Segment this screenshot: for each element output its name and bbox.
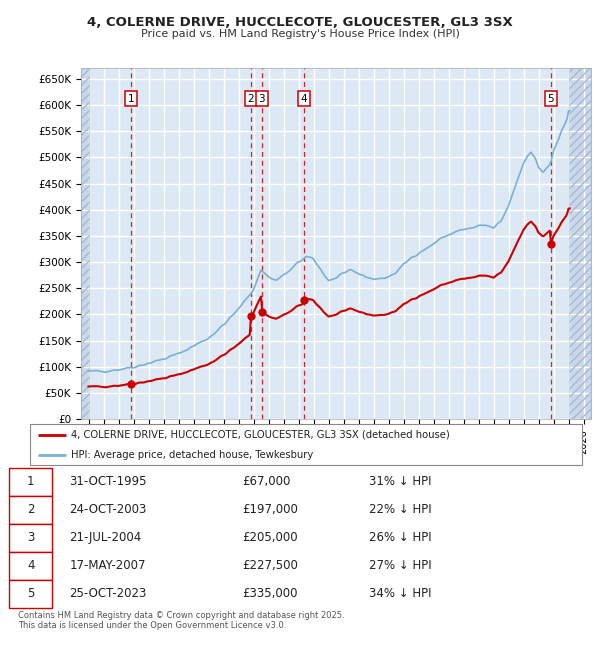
- Text: 5: 5: [547, 94, 554, 103]
- Text: 26% ↓ HPI: 26% ↓ HPI: [369, 532, 432, 544]
- Text: 5: 5: [27, 588, 34, 601]
- Text: 1: 1: [27, 475, 34, 489]
- Text: 1: 1: [128, 94, 134, 103]
- Text: £205,000: £205,000: [242, 532, 298, 544]
- Text: 2: 2: [247, 94, 254, 103]
- Text: 27% ↓ HPI: 27% ↓ HPI: [369, 559, 432, 573]
- Text: 24-OCT-2003: 24-OCT-2003: [70, 503, 147, 516]
- Text: 2: 2: [27, 503, 34, 516]
- Text: 17-MAY-2007: 17-MAY-2007: [70, 559, 146, 573]
- FancyBboxPatch shape: [30, 424, 582, 465]
- FancyBboxPatch shape: [9, 524, 52, 552]
- Text: 34% ↓ HPI: 34% ↓ HPI: [369, 588, 431, 601]
- Text: 21-JUL-2004: 21-JUL-2004: [70, 532, 142, 544]
- Text: 4, COLERNE DRIVE, HUCCLECOTE, GLOUCESTER, GL3 3SX: 4, COLERNE DRIVE, HUCCLECOTE, GLOUCESTER…: [87, 16, 513, 29]
- Text: £335,000: £335,000: [242, 588, 298, 601]
- Text: £197,000: £197,000: [242, 503, 298, 516]
- FancyBboxPatch shape: [9, 580, 52, 608]
- Text: 25-OCT-2023: 25-OCT-2023: [70, 588, 147, 601]
- FancyBboxPatch shape: [9, 552, 52, 580]
- Text: Contains HM Land Registry data © Crown copyright and database right 2025.
This d: Contains HM Land Registry data © Crown c…: [18, 611, 344, 630]
- Text: 22% ↓ HPI: 22% ↓ HPI: [369, 503, 432, 516]
- Text: 31% ↓ HPI: 31% ↓ HPI: [369, 475, 431, 489]
- FancyBboxPatch shape: [9, 468, 52, 496]
- Text: 31-OCT-1995: 31-OCT-1995: [70, 475, 147, 489]
- Text: 4: 4: [301, 94, 307, 103]
- Text: 3: 3: [259, 94, 265, 103]
- Text: HPI: Average price, detached house, Tewkesbury: HPI: Average price, detached house, Tewk…: [71, 450, 314, 460]
- Text: £67,000: £67,000: [242, 475, 291, 489]
- Text: Price paid vs. HM Land Registry's House Price Index (HPI): Price paid vs. HM Land Registry's House …: [140, 29, 460, 39]
- Text: 3: 3: [27, 532, 34, 544]
- Text: £227,500: £227,500: [242, 559, 298, 573]
- Text: 4: 4: [27, 559, 34, 573]
- Text: 4, COLERNE DRIVE, HUCCLECOTE, GLOUCESTER, GL3 3SX (detached house): 4, COLERNE DRIVE, HUCCLECOTE, GLOUCESTER…: [71, 430, 450, 439]
- FancyBboxPatch shape: [9, 496, 52, 524]
